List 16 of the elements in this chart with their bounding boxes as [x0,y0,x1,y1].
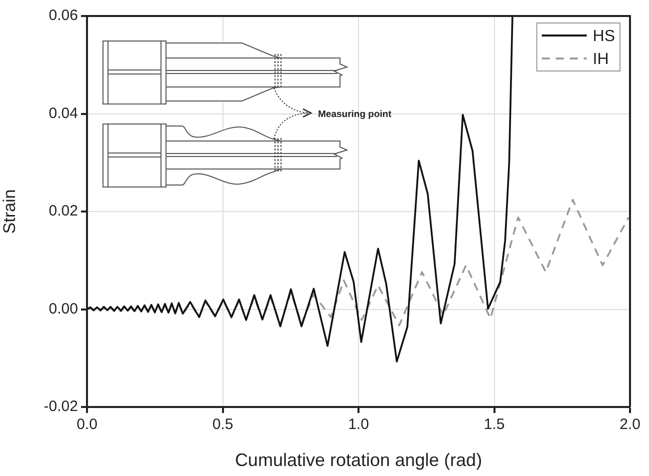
x-tick-label: 2.0 [620,416,640,434]
y-tick-label: 0.02 [48,202,78,220]
y-tick-label: 0.06 [48,7,78,24]
y-tick-label: -0.02 [44,398,78,416]
x-tick-label: 1.5 [484,416,505,434]
y-tick-label: 0.04 [48,104,78,122]
annotation: Measuring point [318,109,392,120]
line-series [87,198,630,326]
legend-label: IH [592,50,609,68]
legend-label: HS [592,28,616,45]
y-tick-label: 0.00 [48,300,78,318]
x-axis-title: Cumulative rotation angle (rad) [234,450,482,470]
y-axis-title: Strain [0,189,19,234]
x-tick-label: 1.0 [348,416,369,434]
x-tick-label: 0.0 [76,416,98,434]
x-tick-label: 0.5 [212,416,234,434]
